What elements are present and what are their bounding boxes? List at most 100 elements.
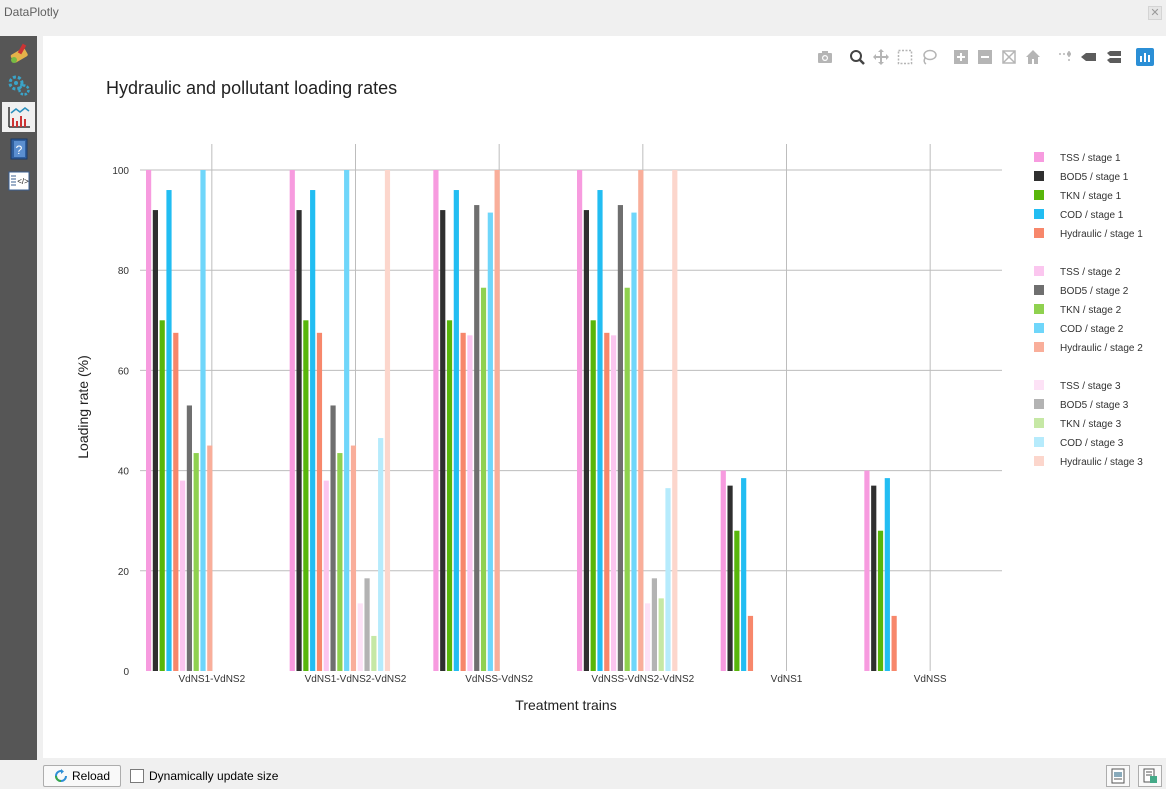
bar[interactable] [371,635,377,671]
legend-swatch[interactable] [1034,380,1044,390]
legend-swatch[interactable] [1034,228,1044,238]
bar[interactable] [645,603,651,671]
bar[interactable] [611,335,617,671]
sidebar-item-plot[interactable] [2,102,35,132]
bar[interactable] [193,453,199,671]
legend-entry[interactable]: Hydraulic / stage 3 [1060,457,1143,468]
hover-closest-icon[interactable] [1080,48,1098,66]
bar[interactable] [159,320,165,671]
legend-entry[interactable]: TSS / stage 2 [1060,267,1121,278]
legend-entry[interactable]: TSS / stage 1 [1060,153,1121,164]
bar[interactable] [604,332,610,671]
pan-icon[interactable] [872,48,890,66]
autoscale-icon[interactable] [1000,48,1018,66]
bar[interactable] [433,170,439,671]
bar[interactable] [180,480,186,671]
legend-swatch[interactable] [1034,190,1044,200]
legend-entry[interactable]: BOD5 / stage 2 [1060,286,1129,297]
bar[interactable] [207,445,213,671]
dynamic-size-checkbox[interactable] [130,769,144,783]
bar[interactable] [658,598,664,671]
zoom-in-icon[interactable] [952,48,970,66]
bar[interactable] [146,170,152,671]
legend-swatch[interactable] [1034,418,1044,428]
bar[interactable] [631,212,637,671]
legend-swatch[interactable] [1034,456,1044,466]
bar[interactable] [152,210,158,671]
bar[interactable] [310,190,316,672]
sidebar-item-help[interactable]: ? [2,134,35,164]
bar[interactable] [734,530,740,671]
bar[interactable] [583,210,589,671]
legend-entry[interactable]: TKN / stage 1 [1060,191,1122,202]
bar[interactable] [344,170,350,671]
legend-swatch[interactable] [1034,323,1044,333]
sidebar-item-style[interactable] [2,38,35,68]
plotly-logo-icon[interactable] [1136,48,1154,66]
bar[interactable] [487,212,493,671]
bar[interactable] [330,405,336,671]
bar[interactable] [651,578,657,671]
bar[interactable] [296,210,302,671]
bar[interactable] [624,287,630,671]
legend-entry[interactable]: BOD5 / stage 1 [1060,172,1129,183]
legend-swatch[interactable] [1034,399,1044,409]
bar[interactable] [672,170,678,671]
zoom-out-icon[interactable] [976,48,994,66]
legend-entry[interactable]: BOD5 / stage 3 [1060,400,1129,411]
legend-entry[interactable]: TKN / stage 2 [1060,305,1122,316]
bar[interactable] [303,320,309,671]
bar[interactable] [186,405,192,671]
bar[interactable] [378,438,384,671]
bar[interactable] [440,210,446,671]
spike-lines-icon[interactable] [1056,48,1074,66]
bar[interactable] [638,170,644,671]
bar[interactable] [480,287,487,671]
bar[interactable] [741,478,747,671]
dynamic-size-toggle[interactable]: Dynamically update size [130,769,278,783]
bar[interactable] [871,485,877,671]
bar[interactable] [446,320,453,671]
legend-entry[interactable]: Hydraulic / stage 2 [1060,343,1143,354]
reload-button[interactable]: Reload [43,765,121,787]
legend-swatch[interactable] [1034,152,1044,162]
zoom-icon[interactable] [848,48,866,66]
legend-entry[interactable]: TKN / stage 3 [1060,419,1122,430]
bar[interactable] [460,332,466,671]
bar[interactable] [350,445,357,671]
legend-swatch[interactable] [1034,209,1044,219]
legend-entry[interactable]: COD / stage 3 [1060,438,1124,449]
legend-swatch[interactable] [1034,304,1044,314]
legend-swatch[interactable] [1034,437,1044,447]
export-image-button[interactable] [1106,765,1130,787]
legend-swatch[interactable] [1034,285,1044,295]
bar[interactable] [597,190,603,672]
bar[interactable] [453,190,459,672]
legend-swatch[interactable] [1034,342,1044,352]
bar[interactable] [316,332,323,671]
bar[interactable] [467,335,473,671]
bar[interactable] [357,603,363,671]
legend-entry[interactable]: COD / stage 2 [1060,324,1124,335]
bar[interactable] [577,170,583,671]
bar[interactable] [364,578,370,671]
box-select-icon[interactable] [896,48,914,66]
hover-compare-icon[interactable] [1104,48,1122,66]
bar[interactable] [494,170,500,671]
bar[interactable] [864,470,870,671]
bar[interactable] [173,332,179,671]
legend-entry[interactable]: TSS / stage 3 [1060,381,1121,392]
bar[interactable] [617,205,623,671]
bar[interactable] [877,530,884,671]
bar[interactable] [200,170,206,671]
bar[interactable] [665,488,671,671]
legend-entry[interactable]: Hydraulic / stage 1 [1060,229,1143,240]
bar[interactable] [323,480,329,671]
bar[interactable] [884,478,890,671]
bar[interactable] [747,615,754,671]
bar[interactable] [891,615,897,671]
bar[interactable] [720,470,726,671]
lasso-select-icon[interactable] [920,48,938,66]
sidebar-item-settings[interactable] [2,70,35,100]
export-html-button[interactable] [1138,765,1162,787]
